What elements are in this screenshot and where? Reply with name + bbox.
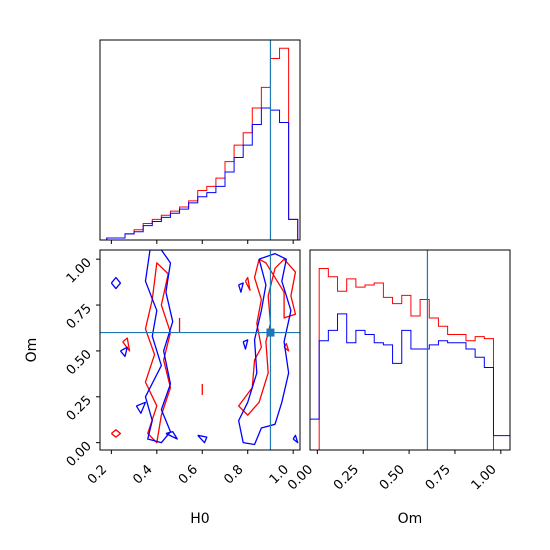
om-histogram-frame bbox=[309, 249, 511, 451]
contour-panel-frame bbox=[99, 249, 301, 451]
om-histogram-marks bbox=[310, 250, 510, 450]
om-tick-label: 1.00 bbox=[64, 255, 95, 286]
om-histogram-tick-label: 0.00 bbox=[285, 462, 316, 493]
contour-blue-6 bbox=[237, 253, 292, 446]
contour-blue-3 bbox=[135, 401, 147, 414]
h0-histogram-frame bbox=[99, 39, 301, 241]
contour-blue-4 bbox=[165, 431, 178, 440]
om-histogram-tick-label: 0.75 bbox=[423, 462, 454, 493]
om-histogram-blue-series bbox=[310, 313, 510, 450]
contour-blue-8 bbox=[238, 282, 244, 293]
om-histogram-tick-label: 1.00 bbox=[469, 462, 500, 493]
contour-blue-5 bbox=[197, 434, 208, 444]
om-histogram-red-series bbox=[310, 268, 510, 450]
om-tick-label: 0.25 bbox=[64, 393, 95, 424]
truth-marker bbox=[266, 328, 275, 337]
om-axis-label: Om bbox=[24, 338, 40, 363]
h0-tick-label: 0.6 bbox=[176, 462, 201, 487]
h0-tick-label: 0.8 bbox=[221, 462, 246, 487]
contour-red-5 bbox=[237, 258, 297, 416]
contour-red-6 bbox=[244, 276, 251, 292]
contour-blue-7 bbox=[242, 339, 249, 350]
om-histogram-tick-label: 0.25 bbox=[331, 462, 362, 493]
h0-histogram-red-series bbox=[106, 47, 299, 240]
h0-axis-label: H0 bbox=[190, 511, 209, 527]
om-tick-label: 0.75 bbox=[64, 301, 95, 332]
h0-tick-label: 0.2 bbox=[85, 462, 110, 487]
h0-histogram-marks bbox=[106, 40, 299, 240]
contour-red-2 bbox=[122, 337, 131, 352]
contour-marks bbox=[100, 250, 300, 450]
h0-histogram-blue-series bbox=[106, 107, 299, 240]
om-histogram-tick-label: 0.50 bbox=[377, 462, 408, 493]
om-tick-label: 0.50 bbox=[64, 347, 95, 378]
om-tick-label: 0.00 bbox=[64, 439, 95, 470]
h0-tick-label: 0.4 bbox=[130, 462, 155, 487]
om-histogram-axis-label: Om bbox=[398, 511, 423, 527]
contour-blue-1 bbox=[144, 250, 174, 444]
contour-blue-2 bbox=[119, 346, 128, 358]
contour-red-1 bbox=[144, 262, 172, 444]
contour-blue-9 bbox=[292, 434, 299, 444]
contour-red-0 bbox=[110, 429, 122, 438]
contour-blue-0 bbox=[110, 276, 122, 290]
